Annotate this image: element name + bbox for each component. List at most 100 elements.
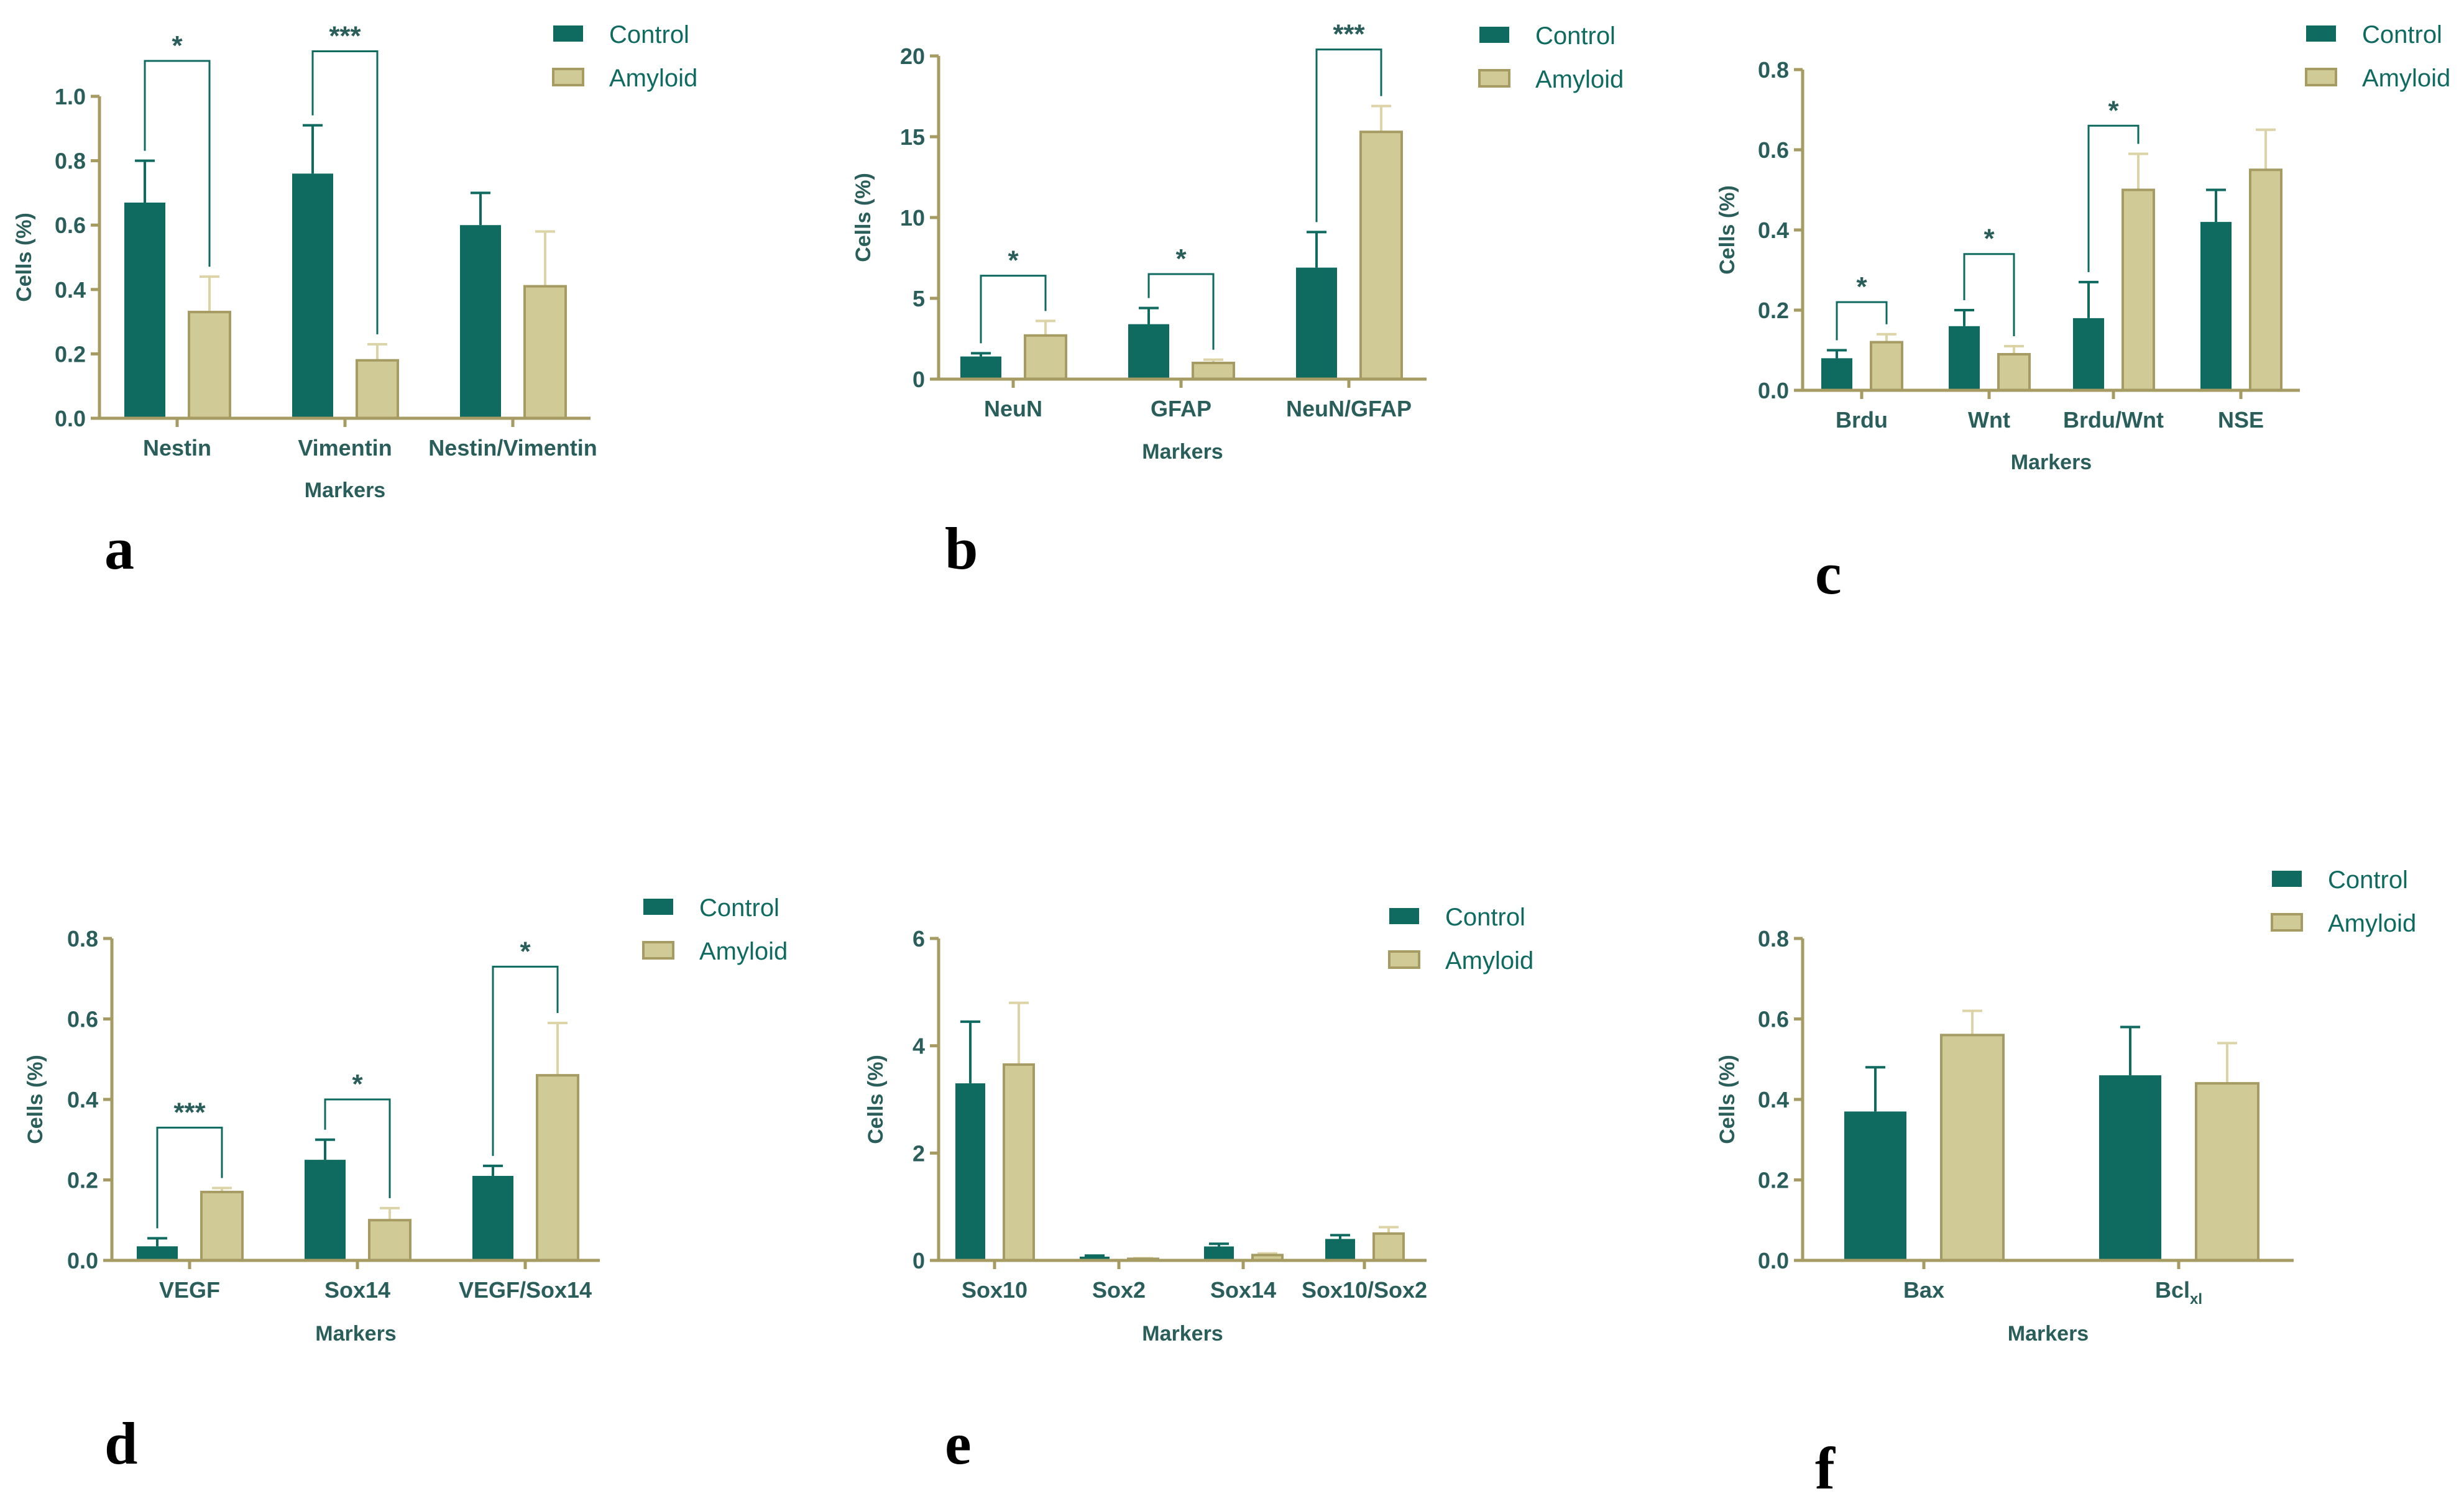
category-label-text: VEGF/Sox14 <box>459 1277 592 1303</box>
category-label-text: Sox2 <box>1092 1277 1146 1303</box>
significance-label: * <box>172 30 183 61</box>
bar-control <box>1325 1239 1355 1260</box>
legend-label: Amyloid <box>1535 66 1624 93</box>
bar-amyloid <box>536 1074 579 1262</box>
bar-control <box>2073 318 2104 390</box>
bar-amyloid <box>1003 1063 1035 1262</box>
category-label: Vimentin <box>298 435 392 461</box>
category-label: Brdu <box>1836 407 1888 433</box>
panel-letter: a <box>104 515 134 582</box>
panel-e: Sox10 Sox2 Sox14 Sox10/Sox2 0 2 4 6 Cells (%) Mar… <box>864 904 1533 1477</box>
bar-amyloid <box>1192 362 1235 380</box>
bar-control <box>955 1083 985 1260</box>
category-label: Sox2 <box>1092 1277 1146 1303</box>
category-label: NeuN/GFAP <box>1286 396 1412 421</box>
category-label: VEGF <box>159 1277 220 1303</box>
significance-label: * <box>1984 224 1995 254</box>
y-tick-label: 0.8 <box>67 926 98 952</box>
significance-label: * <box>1856 272 1867 302</box>
significance-bracket <box>1147 273 1215 350</box>
category-label: Sox14 <box>1210 1277 1276 1303</box>
legend-label: Amyloid <box>699 938 788 965</box>
y-tick-label: 4 <box>913 1034 925 1059</box>
category-label-text: Bax <box>1903 1277 1944 1303</box>
category-label-text: Brdu/Wnt <box>2063 407 2164 433</box>
x-axis-title: Markers <box>305 479 385 502</box>
bar-amyloid <box>1870 341 1903 392</box>
y-axis-title: Cells (%) <box>12 213 36 302</box>
bar-control <box>2099 1075 2161 1260</box>
bar-control <box>1949 326 1980 390</box>
y-tick-label: 6 <box>913 926 925 952</box>
bar-control <box>1296 267 1337 379</box>
bar-control <box>2200 222 2232 390</box>
category-label: Wnt <box>1968 407 2010 433</box>
bar-amyloid <box>523 285 567 420</box>
category-label-text: VEGF <box>159 1277 220 1303</box>
y-tick-label: 0 <box>913 1248 925 1273</box>
y-tick-label: 0.6 <box>1758 1007 1789 1032</box>
category-label-text: NeuN/GFAP <box>1286 396 1412 421</box>
y-tick-label: 15 <box>900 124 925 150</box>
x-axis-title: Markers <box>2008 1322 2089 1346</box>
y-tick-label: 0.8 <box>55 149 86 174</box>
category-label-text: Sox10/Sox2 <box>1302 1277 1427 1303</box>
y-tick-label: 0.0 <box>1758 1248 1789 1273</box>
panel-letter: b <box>945 515 978 582</box>
legend-swatch-amyloid <box>2305 68 2337 86</box>
significance-label: * <box>1008 245 1019 276</box>
x-axis-title: Markers <box>1142 440 1223 464</box>
significance-bracket <box>1315 48 1382 222</box>
y-tick-label: 0 <box>913 367 925 392</box>
significance-bracket <box>492 965 559 1156</box>
category-label: Sox10 <box>962 1277 1027 1303</box>
category-label-text: Brdu <box>1836 407 1888 433</box>
significance-label: *** <box>329 21 361 51</box>
legend-swatch-control <box>553 25 583 42</box>
bar-amyloid <box>2195 1082 2259 1262</box>
y-tick-label: 20 <box>900 44 925 69</box>
panel-d: *****VEGF Sox14 VEGF/Sox140.00.20.40.60.8C… <box>24 894 788 1477</box>
category-label-text: GFAP <box>1151 396 1211 421</box>
legend-swatch-amyloid <box>552 68 584 86</box>
bar-control <box>1080 1256 1110 1260</box>
y-tick-label: 0.6 <box>1758 137 1789 163</box>
category-label: Bclxl <box>2155 1277 2202 1308</box>
bar-amyloid <box>200 1190 244 1262</box>
y-tick-label: 0.0 <box>1758 378 1789 403</box>
y-tick-label: 5 <box>913 286 925 311</box>
legend-label: Control <box>699 894 779 922</box>
bar-control <box>1204 1246 1234 1260</box>
bar-control <box>124 202 165 418</box>
bar-control <box>292 173 333 418</box>
y-tick-label: 1.0 <box>55 84 86 109</box>
panel-a: * ***Nestin Vimentin Nestin/Vimentin0.00.20… <box>12 21 697 582</box>
y-axis-title: Cells (%) <box>1716 185 1739 275</box>
y-tick-label: 0.8 <box>1758 926 1789 952</box>
bar-control <box>960 356 1001 379</box>
category-label: Brdu/Wnt <box>2063 407 2164 433</box>
legend-swatch-control <box>2306 25 2336 42</box>
bar-control <box>305 1160 346 1260</box>
category-label-text: Sox10 <box>962 1277 1027 1303</box>
significance-bracket <box>324 1098 391 1198</box>
bar-control <box>1844 1111 1906 1260</box>
legend-swatch-control <box>2272 871 2302 887</box>
significance-bracket <box>2087 124 2140 272</box>
significance-bracket <box>1836 301 1888 341</box>
y-tick-label: 0.8 <box>1758 57 1789 83</box>
category-label-text: Sox14 <box>324 1277 390 1303</box>
significance-bracket <box>980 275 1047 344</box>
legend-label: Amyloid <box>2362 65 2450 92</box>
category-label: GFAP <box>1151 396 1211 421</box>
y-tick-label: 0.6 <box>55 213 86 238</box>
category-label-text: Nestin/Vimentin <box>428 435 597 461</box>
category-label-text: NSE <box>2218 407 2264 433</box>
legend-label: Control <box>2362 21 2442 48</box>
significance-label: * <box>352 1069 363 1099</box>
category-label: NeuN <box>984 396 1042 421</box>
y-tick-label: 0.4 <box>1758 1087 1789 1112</box>
bar-control <box>1128 324 1169 379</box>
category-label: Sox10/Sox2 <box>1302 1277 1427 1303</box>
